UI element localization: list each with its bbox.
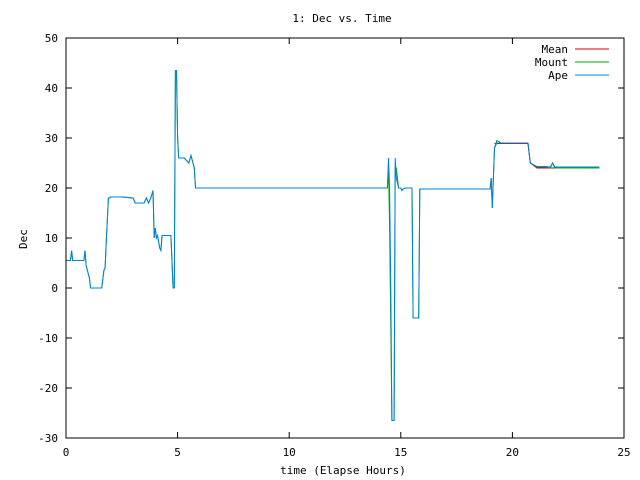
legend-label-mean: Mean [542,43,569,56]
legend-label-ape: Ape [548,69,568,82]
series-group [66,70,600,421]
y-axis-label: Dec [17,229,30,249]
y-tick-label: 40 [45,82,58,95]
x-axis-label: time (Elapse Hours) [280,464,406,477]
x-tick-label: 20 [506,446,519,459]
y-tick-label: -20 [38,382,58,395]
x-tick-label: 25 [617,446,630,459]
y-tick-label: -30 [38,432,58,445]
y-tick-label: 30 [45,132,58,145]
x-tick-label: 5 [174,446,181,459]
x-tick-label: 10 [283,446,296,459]
y-tick-label: 0 [51,282,58,295]
y-tick-label: 20 [45,182,58,195]
series-line-ape [66,70,600,421]
plot-area-frame [65,37,625,439]
legend-label-mount: Mount [535,56,568,69]
chart-title: 1: Dec vs. Time [292,12,391,25]
y-tick-label: -10 [38,332,58,345]
x-tick-label: 15 [394,446,407,459]
y-tick-label: 10 [45,232,58,245]
y-tick-label: 50 [45,32,58,45]
x-tick-label: 0 [63,446,70,459]
